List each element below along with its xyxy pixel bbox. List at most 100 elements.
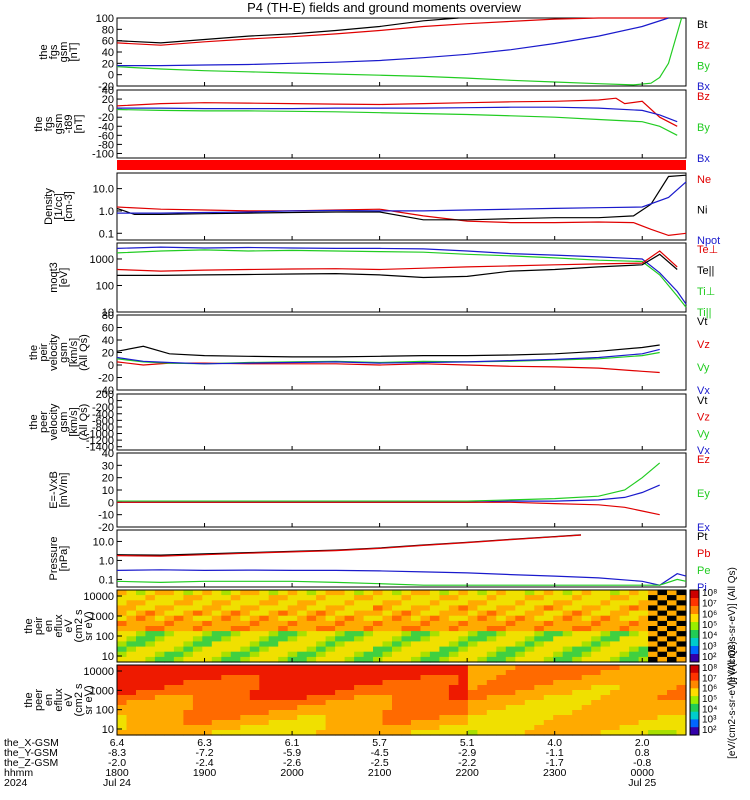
heatmap-cell [429, 710, 440, 716]
heatmap-cell [145, 600, 156, 606]
heatmap-cell [667, 595, 678, 601]
heatmap-cell [581, 700, 592, 706]
heatmap-cell [230, 665, 241, 671]
y-tick-label: 0 [108, 360, 114, 372]
heatmap-cell [117, 615, 128, 622]
x-row-value: 5.1 [460, 737, 475, 749]
heatmap-cell [392, 700, 403, 706]
heatmap-cell [401, 705, 412, 711]
heatmap-cell [297, 725, 308, 731]
heatmap-cell [486, 615, 497, 622]
heatmap-cell [448, 595, 459, 601]
y-tick-label: 10 [102, 651, 114, 663]
heatmap-cell [429, 636, 440, 642]
heatmap-cell [467, 730, 478, 736]
heatmap-cell [667, 725, 678, 731]
heatmap-cell [496, 700, 507, 706]
heatmap-cell [676, 590, 687, 596]
heatmap-cell [117, 646, 128, 653]
heatmap-cell [610, 590, 621, 596]
heatmap-cell [240, 715, 251, 721]
heatmap-cell [154, 646, 165, 653]
heatmap-cell [268, 636, 279, 642]
heatmap-cell [145, 651, 156, 658]
heatmap-cell [629, 595, 640, 601]
heatmap-cell [335, 670, 346, 676]
heatmap-cell [136, 631, 147, 637]
heatmap-cell [648, 665, 659, 671]
heatmap-cell [600, 620, 611, 627]
heatmap-cell [287, 600, 298, 606]
heatmap-cell [306, 675, 317, 681]
heatmap-cell [164, 680, 175, 686]
heatmap-cell [638, 610, 649, 617]
heatmap-cell [259, 646, 270, 653]
heatmap-cell [192, 641, 203, 648]
heatmap-cell [619, 646, 630, 653]
heatmap-cell [667, 710, 678, 716]
heatmap-cell [572, 590, 583, 596]
heatmap-cell [392, 685, 403, 691]
heatmap-cell [524, 641, 535, 648]
x-row-value: 2000 [280, 767, 304, 779]
heatmap-cell [117, 595, 128, 601]
heatmap-cell [335, 680, 346, 686]
y-tick-label: -80 [98, 139, 114, 151]
heatmap-cell [543, 595, 554, 601]
heatmap-cell [581, 636, 592, 642]
heatmap-cell [638, 626, 649, 632]
heatmap-cell [600, 600, 611, 606]
heatmap-cell [297, 615, 308, 622]
y-tick-label: 80 [102, 24, 114, 36]
heatmap-cell [373, 636, 384, 642]
heatmap-cell [382, 685, 393, 691]
heatmap-cell [648, 690, 659, 696]
heatmap-cell [145, 641, 156, 648]
y-tick-label: 1000 [90, 685, 114, 697]
heatmap-cell [648, 590, 659, 596]
heatmap-cell [496, 710, 507, 716]
heatmap-cell [344, 725, 355, 731]
heatmap-cell [154, 610, 165, 617]
heatmap-cell [581, 646, 592, 653]
heatmap-cell [335, 730, 346, 736]
heatmap-cell [411, 700, 422, 706]
heatmap-cell [543, 680, 554, 686]
heatmap-cell [344, 605, 355, 612]
heatmap-cell [458, 705, 469, 711]
heatmap-cell [657, 705, 668, 711]
heatmap-cell [420, 690, 431, 696]
heatmap-cell [145, 631, 156, 637]
legend-entry: Ey [697, 488, 710, 500]
heatmap-cell [458, 636, 469, 642]
heatmap-cell [230, 656, 241, 663]
heatmap-cell [297, 620, 308, 627]
heatmap-cell [572, 641, 583, 648]
heatmap-cell [496, 646, 507, 653]
heatmap-cell [259, 690, 270, 696]
heatmap-cell [117, 626, 128, 632]
heatmap-cell [562, 641, 573, 648]
heatmap-cell [363, 680, 374, 686]
heatmap-cell [581, 615, 592, 622]
heatmap-cell [562, 685, 573, 691]
y-tick-label: 0.1 [99, 228, 114, 240]
heatmap-cell [581, 590, 592, 596]
heatmap-cell [629, 590, 640, 596]
heatmap-cell [325, 725, 336, 731]
heatmap-cell [429, 590, 440, 596]
heatmap-cell [211, 600, 222, 606]
heatmap-cell [600, 636, 611, 642]
heatmap-cell [287, 725, 298, 731]
heatmap-cell [145, 595, 156, 601]
heatmap-cell [249, 710, 260, 716]
heatmap-cell [676, 595, 687, 601]
heatmap-cell [278, 595, 289, 601]
heatmap-cell [344, 665, 355, 671]
heatmap-cell [373, 665, 384, 671]
heatmap-cell [581, 685, 592, 691]
heatmap-cell [268, 675, 279, 681]
heatmap-cell [439, 720, 450, 726]
heatmap-cell [392, 695, 403, 701]
